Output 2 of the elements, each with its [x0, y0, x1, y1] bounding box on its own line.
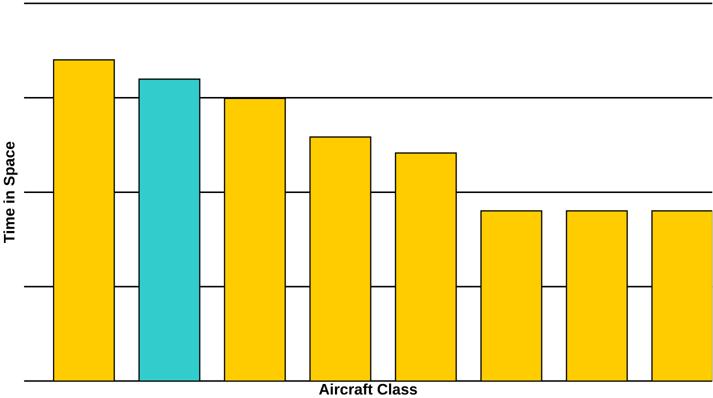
x-axis-title: Aircraft Class — [319, 383, 417, 395]
y-axis-title: Time in Space — [3, 142, 18, 244]
